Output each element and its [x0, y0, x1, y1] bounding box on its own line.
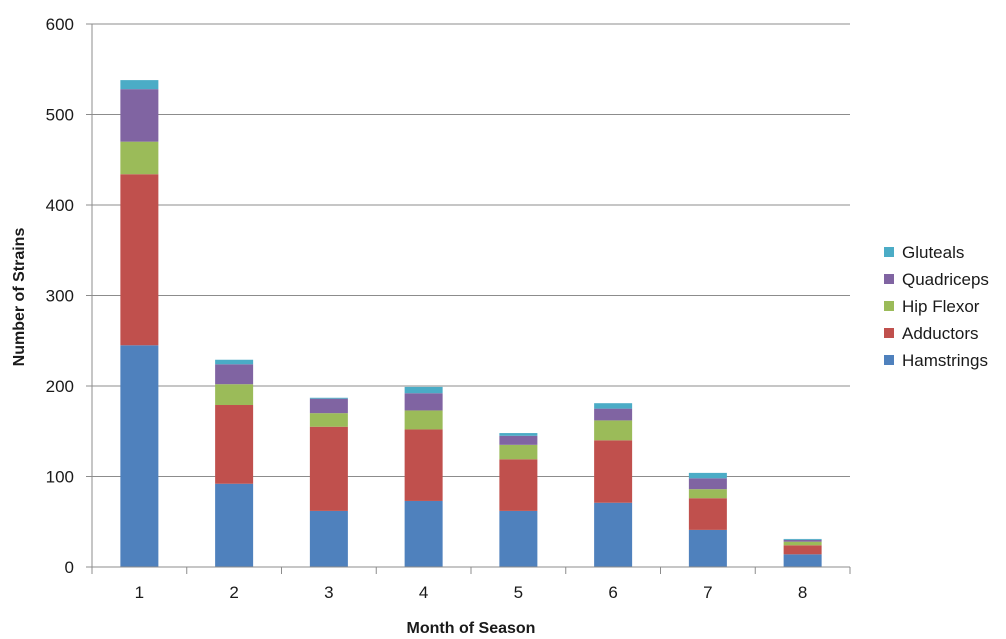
y-tick-label: 500 — [46, 106, 74, 125]
bar-segment-quadriceps — [594, 408, 633, 421]
bar-segment-gluteals — [688, 472, 727, 479]
x-tick-label: 7 — [703, 583, 712, 602]
legend-swatch — [884, 328, 894, 338]
x-tick-label: 5 — [514, 583, 523, 602]
x-tick-label: 4 — [419, 583, 428, 602]
axes — [86, 23, 851, 574]
y-axis-title: Number of Strains — [11, 228, 28, 367]
bar-segment-hamstrings — [404, 500, 443, 567]
bar-segment-hamstrings — [499, 510, 538, 567]
legend-swatch — [884, 274, 894, 284]
bar-segment-hip-flexor — [688, 489, 727, 499]
bar-segment-hamstrings — [688, 529, 727, 567]
bar-segment-hip-flexor — [783, 541, 822, 546]
bar-segment-gluteals — [309, 397, 348, 399]
bar-segment-adductors — [499, 459, 538, 511]
legend-label: Hip Flexor — [902, 297, 980, 316]
y-tick-labels: 0 100 200 300 400 500 600 — [46, 15, 74, 577]
bar-segment-adductors — [404, 429, 443, 501]
x-tick-label: 2 — [229, 583, 238, 602]
y-tick-label: 100 — [46, 468, 74, 487]
bar-segment-adductors — [594, 440, 633, 503]
bar-segment-adductors — [215, 405, 254, 484]
y-tick-label: 300 — [46, 287, 74, 306]
legend-label: Hamstrings — [902, 351, 988, 370]
x-tick-label: 8 — [798, 583, 807, 602]
bar-segment-hip-flexor — [309, 413, 348, 427]
y-tick-label: 400 — [46, 196, 74, 215]
bar-segment-quadriceps — [120, 89, 159, 142]
legend-swatch — [884, 247, 894, 257]
bar-segment-adductors — [309, 426, 348, 511]
legend-label: Adductors — [902, 324, 979, 343]
bar-segment-hamstrings — [594, 502, 633, 567]
x-tick-label: 3 — [324, 583, 333, 602]
bar-segment-quadriceps — [499, 435, 538, 445]
bar-segment-gluteals — [594, 403, 633, 409]
bar-segment-gluteals — [404, 386, 443, 394]
bar-segment-gluteals — [215, 359, 254, 365]
y-tick-label: 200 — [46, 377, 74, 396]
x-axis-title: Month of Season — [407, 620, 536, 637]
bar-segment-hamstrings — [309, 510, 348, 567]
bar-segment-quadriceps — [404, 393, 443, 411]
legend-swatch — [884, 301, 894, 311]
bar-segment-gluteals — [783, 538, 822, 540]
bar-segment-hip-flexor — [215, 384, 254, 406]
bar-segment-hamstrings — [215, 483, 254, 567]
bar-segment-hamstrings — [783, 554, 822, 567]
bar-segment-adductors — [783, 545, 822, 555]
y-tick-label: 600 — [46, 15, 74, 34]
bar-segment-quadriceps — [215, 364, 254, 385]
y-tick-label: 0 — [65, 558, 74, 577]
legend-swatch — [884, 355, 894, 365]
bar-segment-quadriceps — [688, 478, 727, 490]
bar-segment-hamstrings — [120, 345, 159, 567]
bar-segment-adductors — [688, 498, 727, 530]
legend-label: Gluteals — [902, 243, 964, 262]
legend-label: Quadriceps — [902, 270, 989, 289]
bar-segment-hip-flexor — [594, 420, 633, 441]
bar-segment-gluteals — [120, 80, 159, 90]
gridlines — [92, 23, 850, 477]
bar-segment-gluteals — [499, 433, 538, 436]
x-tick-labels: 1 2 3 4 5 6 7 8 — [135, 583, 808, 602]
bar-segment-hip-flexor — [404, 410, 443, 430]
x-tick-label: 1 — [135, 583, 144, 602]
bar-segment-hip-flexor — [120, 141, 159, 175]
legend: Gluteals Quadriceps Hip Flexor Adductors Ham… — [884, 243, 989, 370]
bar-segment-quadriceps — [783, 539, 822, 542]
bar-segment-quadriceps — [309, 398, 348, 414]
bars — [120, 80, 822, 567]
bar-segment-adductors — [120, 174, 159, 346]
bar-segment-hip-flexor — [499, 444, 538, 460]
x-tick-label: 6 — [608, 583, 617, 602]
